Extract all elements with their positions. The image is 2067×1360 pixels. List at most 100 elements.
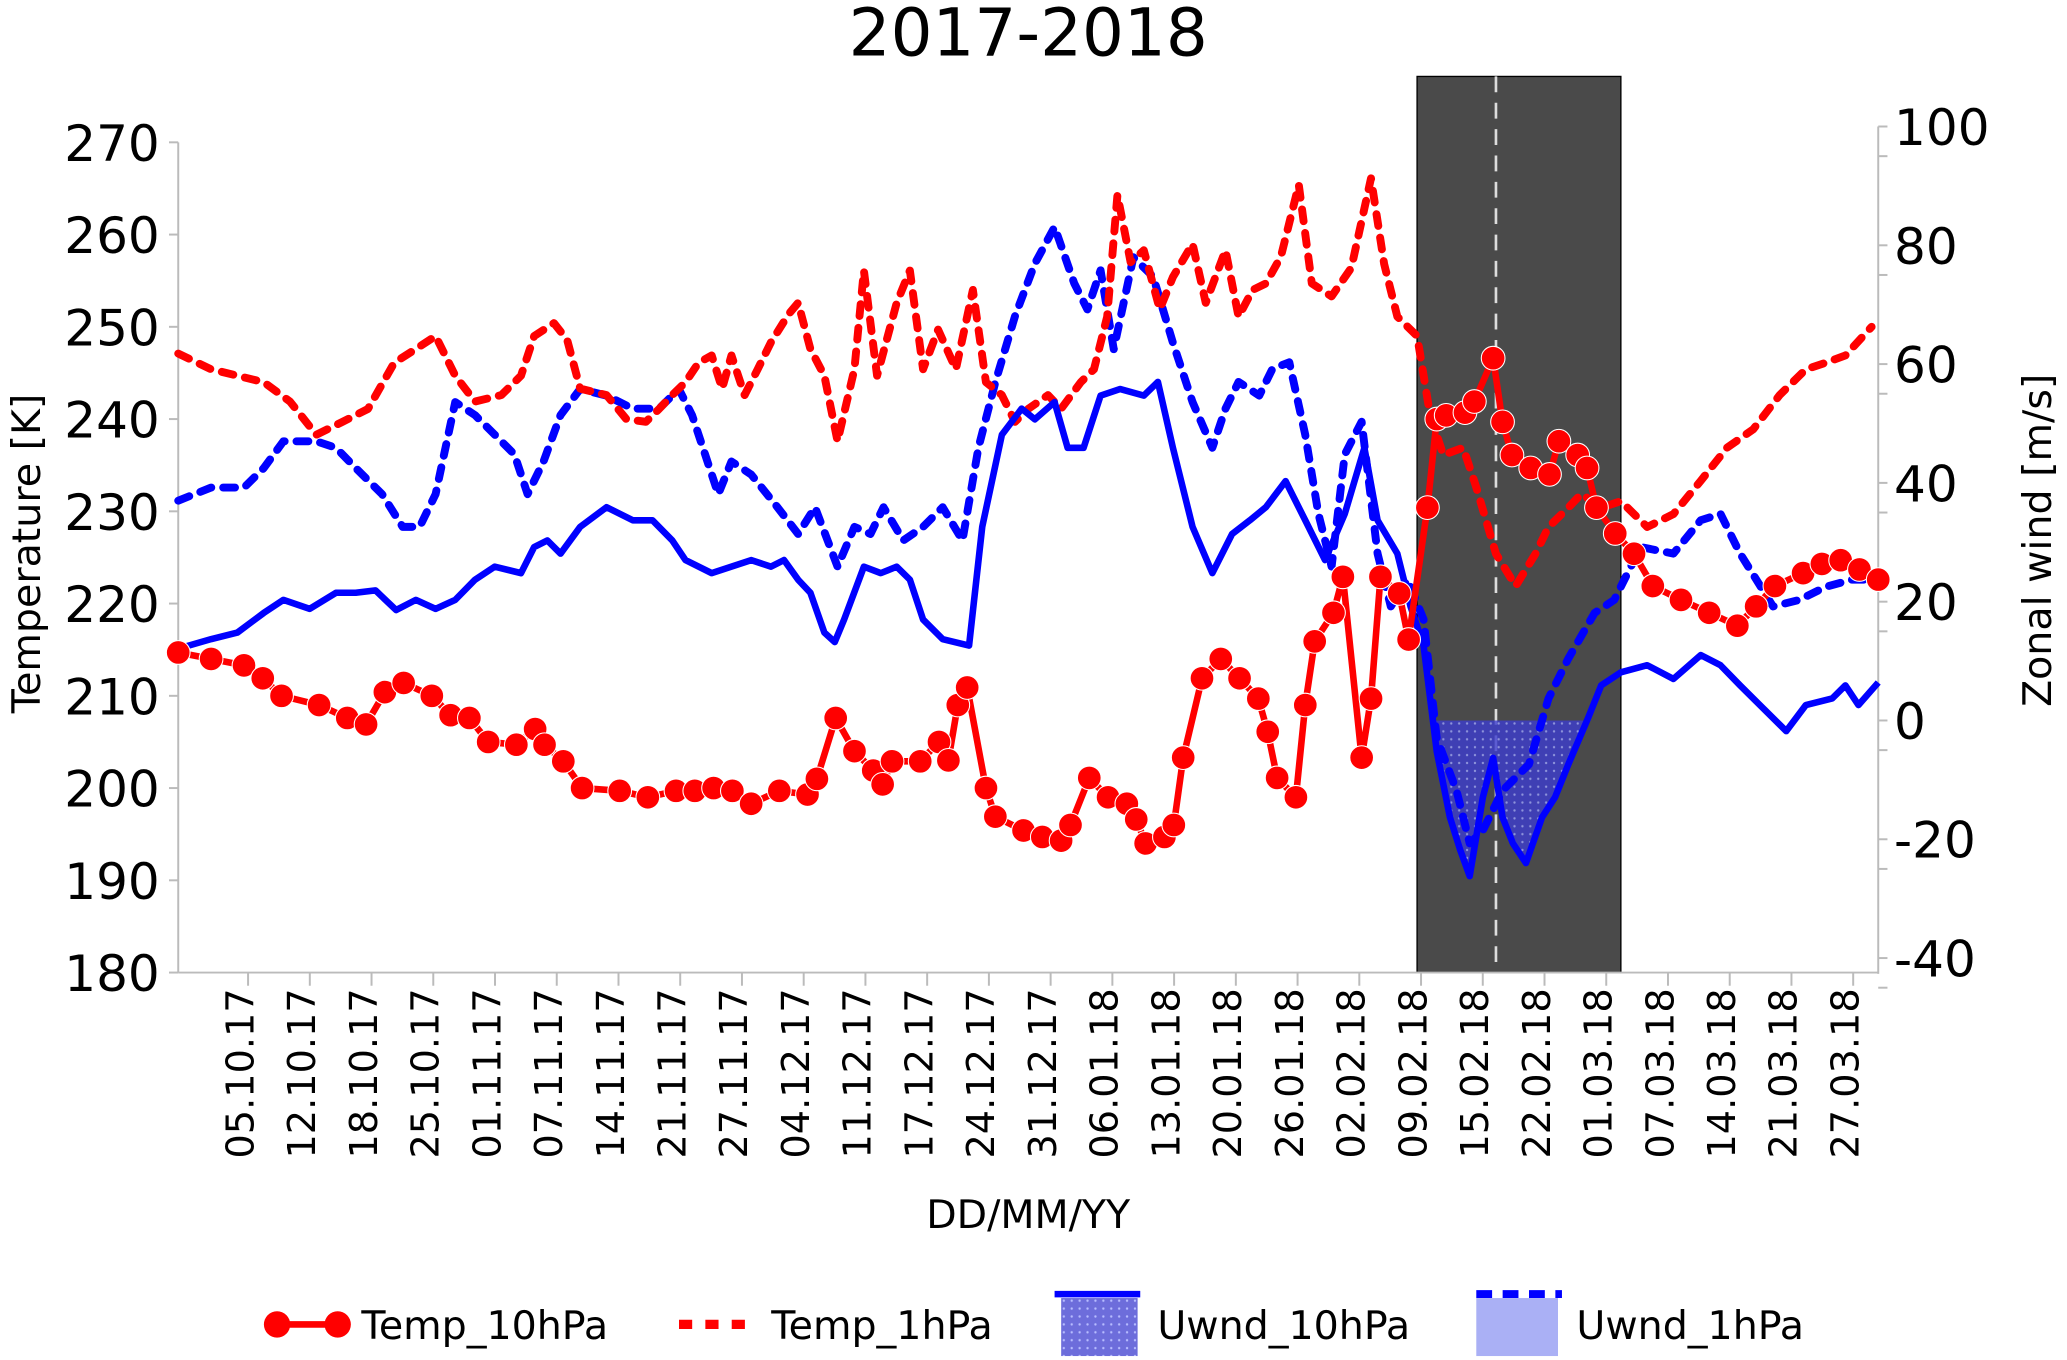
y-axis-left-title: Temperature [K] — [4, 394, 50, 715]
data-point-temp_10hpa — [1546, 428, 1572, 454]
data-point-temp_10hpa — [719, 778, 745, 804]
data-point-temp_10hpa — [1292, 692, 1318, 718]
y-tick-label-right: -20 — [1894, 812, 1976, 870]
data-point-temp_10hpa — [842, 738, 867, 764]
legend-label: Uwnd_1hPa — [1576, 1303, 1804, 1349]
data-point-temp_10hpa — [1537, 462, 1562, 487]
legend-item-uwnd-10hpa[interactable]: Uwnd_10hPa — [1054, 1290, 1411, 1357]
data-point-temp_10hpa — [391, 670, 417, 696]
legend-label: Temp_10hPa — [360, 1303, 608, 1349]
data-point-temp_10hpa — [1696, 600, 1722, 626]
x-tick-label: 14.03.18 — [1701, 988, 1745, 1158]
data-point-temp_10hpa — [1490, 409, 1515, 435]
x-tick-label: 11.12.17 — [837, 988, 881, 1158]
x-tick-label: 27.11.17 — [713, 988, 757, 1158]
legend-marker-icon — [324, 1311, 351, 1338]
y-tick-label-right: 20 — [1894, 574, 1958, 632]
x-tick-label: 21.11.17 — [651, 988, 695, 1158]
x-axis-title: DD/MM/YY — [926, 1192, 1131, 1238]
data-point-temp_10hpa — [1499, 442, 1525, 468]
y-tick-label-left: 210 — [64, 668, 160, 726]
data-point-temp_10hpa — [1640, 573, 1666, 599]
data-point-temp_10hpa — [1349, 745, 1375, 771]
x-tick-label: 01.03.18 — [1578, 988, 1622, 1158]
x-tick-label: 15.02.18 — [1454, 988, 1498, 1158]
y-tick-label-left: 270 — [64, 115, 160, 173]
y-tick-label-right: 40 — [1894, 455, 1958, 513]
data-point-temp_10hpa — [1255, 719, 1281, 745]
legend-item-uwnd-1hpa[interactable]: Uwnd_1hPa — [1476, 1290, 1804, 1357]
data-point-temp_10hpa — [1123, 807, 1149, 832]
legend-swatch-uwnd-1hpa — [1476, 1298, 1558, 1357]
data-point-temp_10hpa — [419, 683, 445, 709]
data-point-temp_10hpa — [1283, 784, 1309, 810]
data-point-temp_10hpa — [1076, 765, 1102, 791]
data-point-temp_10hpa — [1461, 389, 1487, 414]
x-tick-label: 07.03.18 — [1639, 988, 1683, 1158]
data-point-temp_10hpa — [231, 652, 257, 678]
x-tick-label: 26.01.18 — [1269, 988, 1313, 1158]
data-point-temp_10hpa — [503, 732, 529, 758]
x-tick-label: 22.02.18 — [1516, 988, 1560, 1158]
data-point-temp_10hpa — [804, 766, 830, 792]
data-point-temp_10hpa — [870, 771, 896, 797]
chart-title: 2017-2018 — [849, 0, 1208, 71]
y-tick-label-right: 60 — [1894, 337, 1958, 395]
y-tick-label-right: 80 — [1894, 218, 1958, 276]
y-axis-right-title: Zonal wind [m/s] — [2015, 374, 2061, 707]
data-point-temp_10hpa — [1264, 765, 1290, 791]
y-tick-label-left: 230 — [64, 484, 160, 542]
x-tick-label: 07.11.17 — [528, 988, 572, 1158]
x-tick-label: 09.02.18 — [1392, 988, 1436, 1158]
data-point-temp_10hpa — [635, 784, 661, 810]
y-tick-label-left: 190 — [64, 853, 160, 911]
legend-label: Temp_1hPa — [770, 1303, 993, 1349]
legend-swatch-uwnd-10hpa — [1061, 1298, 1138, 1357]
data-point-temp_10hpa — [1865, 567, 1891, 592]
data-point-temp_10hpa — [1396, 627, 1422, 652]
data-point-temp_10hpa — [250, 665, 276, 691]
data-point-temp_10hpa — [907, 748, 933, 774]
x-tick-label: 17.12.17 — [898, 988, 942, 1158]
y-tick-label-left: 260 — [64, 207, 160, 265]
data-point-temp_10hpa — [269, 683, 294, 709]
data-point-temp_10hpa — [306, 692, 332, 718]
data-point-temp_10hpa — [550, 748, 576, 774]
x-tick-label: 25.10.17 — [405, 988, 449, 1158]
x-tick-label: 05.10.17 — [219, 988, 263, 1158]
data-point-temp_10hpa — [1621, 541, 1647, 567]
data-point-temp_10hpa — [1743, 593, 1769, 619]
data-point-temp_10hpa — [1161, 812, 1187, 838]
data-point-temp_10hpa — [879, 748, 905, 774]
legend-item-temp-1hpa[interactable]: Temp_1hPa — [679, 1303, 993, 1349]
y-tick-label-left: 240 — [64, 392, 160, 450]
x-tick-label: 12.10.17 — [281, 988, 325, 1158]
data-point-temp_10hpa — [1584, 495, 1609, 521]
data-point-temp_10hpa — [198, 646, 224, 672]
data-point-temp_10hpa — [532, 732, 557, 758]
data-point-temp_10hpa — [1602, 521, 1628, 546]
legend: Temp_10hPa Temp_1hPa Uwnd_10hPa Uwnd_1hP… — [263, 1290, 1804, 1357]
x-tick-label: 18.10.17 — [343, 988, 387, 1158]
data-point-temp_10hpa — [569, 775, 595, 801]
y-tick-label-right: 100 — [1894, 99, 1990, 157]
data-point-temp_10hpa — [1415, 495, 1440, 521]
x-tick-label: 31.12.17 — [1022, 988, 1066, 1158]
data-point-temp_10hpa — [353, 712, 379, 737]
data-point-temp_10hpa — [1762, 573, 1788, 599]
series-line-uwnd_1hpa — [174, 222, 1883, 848]
y-tick-label-left: 200 — [64, 761, 160, 819]
legend-label: Uwnd_10hPa — [1157, 1303, 1410, 1349]
data-point-temp_10hpa — [1208, 646, 1234, 672]
series-line-uwnd_10hpa — [177, 378, 1881, 880]
data-point-temp_10hpa — [475, 729, 501, 755]
y-tick-label-left: 220 — [64, 576, 160, 634]
data-point-temp_10hpa — [1321, 600, 1346, 626]
data-point-temp_10hpa — [1724, 613, 1750, 639]
data-point-temp_10hpa — [457, 705, 482, 731]
x-tick-label: 06.01.18 — [1084, 988, 1128, 1158]
legend-item-temp-10hpa[interactable]: Temp_10hPa — [263, 1303, 608, 1349]
data-point-temp_10hpa — [1227, 665, 1252, 691]
data-point-temp_10hpa — [607, 778, 633, 804]
